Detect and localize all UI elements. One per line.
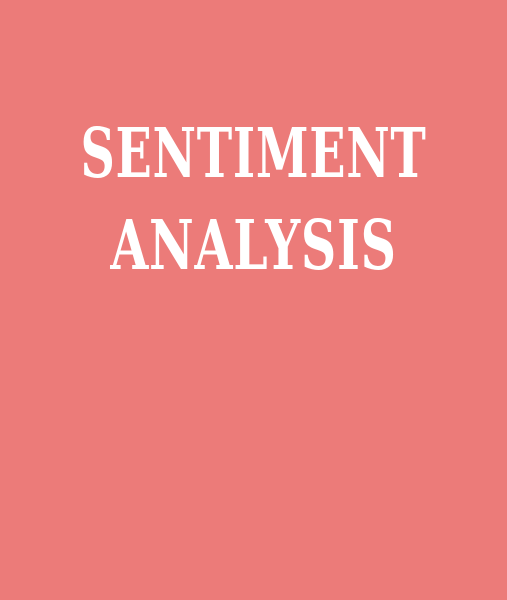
page-title: SENTIMENT ANALYSIS [0,108,507,292]
title-line-1: SENTIMENT [80,114,427,194]
title-line-2: ANALYSIS [110,206,397,286]
